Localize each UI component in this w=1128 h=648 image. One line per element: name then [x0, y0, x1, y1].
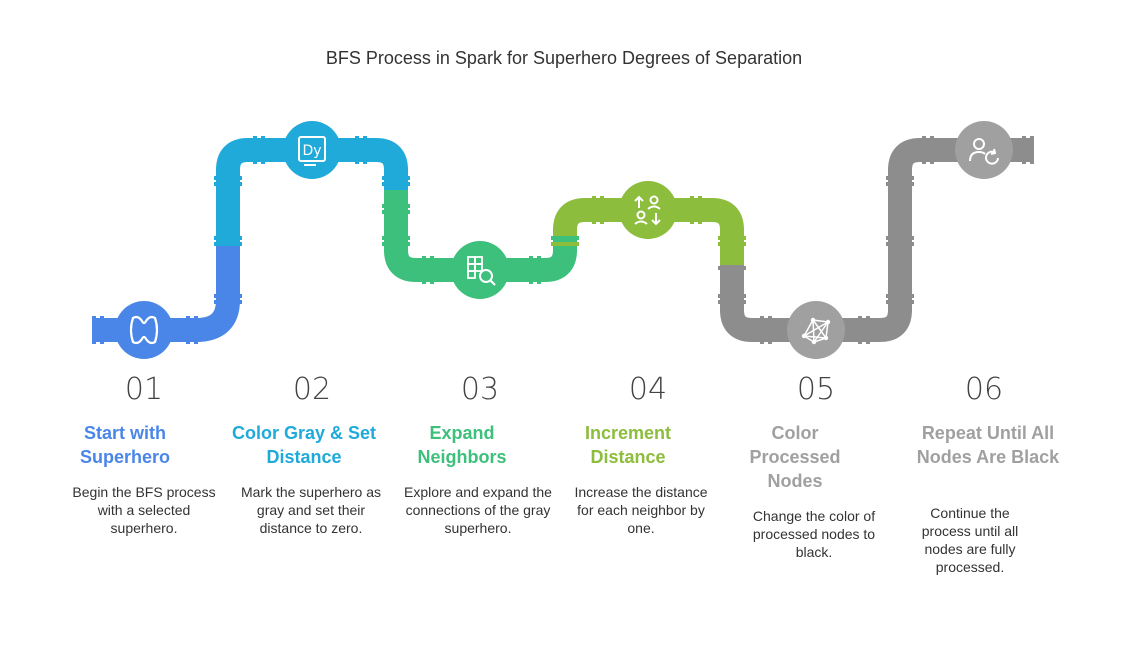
- svg-text:Dy: Dy: [302, 143, 321, 159]
- pipeline-diagram: Dy: [92, 121, 1034, 359]
- coupling: [186, 316, 190, 344]
- coupling: [551, 242, 579, 246]
- grid-search-icon: [451, 241, 509, 299]
- coupling: [1030, 136, 1034, 164]
- coupling: [858, 316, 862, 344]
- step-title-5: Color Processed Nodes: [749, 423, 841, 491]
- user-refresh-icon: [955, 121, 1013, 179]
- step-number-1: 01: [124, 372, 164, 407]
- coupling: [718, 294, 746, 298]
- coupling: [718, 242, 746, 246]
- page-title: BFS Process in Spark for Superhero Degre…: [325, 48, 803, 68]
- coupling: [930, 136, 934, 164]
- coupling: [382, 176, 410, 180]
- coupling: [768, 316, 772, 344]
- coupling: [866, 316, 870, 344]
- step-title-4: Increment Distance: [584, 423, 672, 467]
- step-number-3: 03: [460, 372, 500, 407]
- step-description-3: Explore and expand the connections of th…: [404, 484, 552, 536]
- network-icon: [787, 301, 845, 359]
- step-description-2: Mark the superhero as gray and set their…: [240, 484, 382, 536]
- user-swap-icon: [619, 181, 677, 239]
- pipe-couplings: [92, 136, 1034, 344]
- coupling: [698, 196, 702, 224]
- step-icons: Dy: [115, 121, 1013, 359]
- coupling: [422, 256, 426, 284]
- coupling: [886, 300, 914, 304]
- coupling: [718, 266, 746, 270]
- coupling: [551, 236, 579, 240]
- coupling: [430, 256, 434, 284]
- step-description-4: Increase the distance for each neighbor …: [574, 484, 708, 536]
- step-number-2: 02: [292, 372, 332, 407]
- coupling: [382, 210, 410, 214]
- hero-mask-icon: [115, 301, 173, 359]
- step-title-1: Start with Superhero: [79, 423, 171, 467]
- coupling: [214, 176, 242, 180]
- coupling: [886, 236, 914, 240]
- coupling: [886, 182, 914, 186]
- coupling: [922, 136, 926, 164]
- step-description-5: Change the color of processed nodes to b…: [752, 508, 876, 560]
- coupling: [529, 256, 533, 284]
- coupling: [214, 236, 242, 240]
- coupling: [886, 294, 914, 298]
- step-title-2: Color Gray & Set Distance: [231, 423, 377, 467]
- coupling: [760, 316, 764, 344]
- text-style-icon: Dy: [283, 121, 341, 179]
- coupling: [92, 316, 96, 344]
- coupling: [214, 300, 242, 304]
- coupling: [718, 300, 746, 304]
- coupling: [214, 242, 242, 246]
- step-number-6: 06: [964, 372, 1004, 407]
- step-description-1: Begin the BFS process with a selected su…: [72, 484, 216, 536]
- coupling: [690, 196, 694, 224]
- coupling: [718, 236, 746, 240]
- coupling: [382, 182, 410, 186]
- step-description-6: Continue the process until all nodes are…: [921, 505, 1019, 575]
- step-number-5: 05: [796, 372, 836, 407]
- coupling: [382, 236, 410, 240]
- coupling: [261, 136, 265, 164]
- coupling: [100, 316, 104, 344]
- coupling: [355, 136, 359, 164]
- coupling: [886, 176, 914, 180]
- coupling: [382, 242, 410, 246]
- coupling: [214, 294, 242, 298]
- step-title-3: Expand Neighbors: [417, 423, 507, 467]
- step-number-4: 04: [628, 372, 668, 407]
- coupling: [363, 136, 367, 164]
- coupling: [194, 316, 198, 344]
- coupling: [592, 196, 596, 224]
- coupling: [382, 204, 410, 208]
- coupling: [1022, 136, 1026, 164]
- coupling: [253, 136, 257, 164]
- coupling: [537, 256, 541, 284]
- coupling: [600, 196, 604, 224]
- step-title-6: Repeat Until All Nodes Are Black: [916, 423, 1060, 467]
- pipe-segment-6: [888, 138, 1032, 250]
- coupling: [214, 182, 242, 186]
- coupling: [886, 242, 914, 246]
